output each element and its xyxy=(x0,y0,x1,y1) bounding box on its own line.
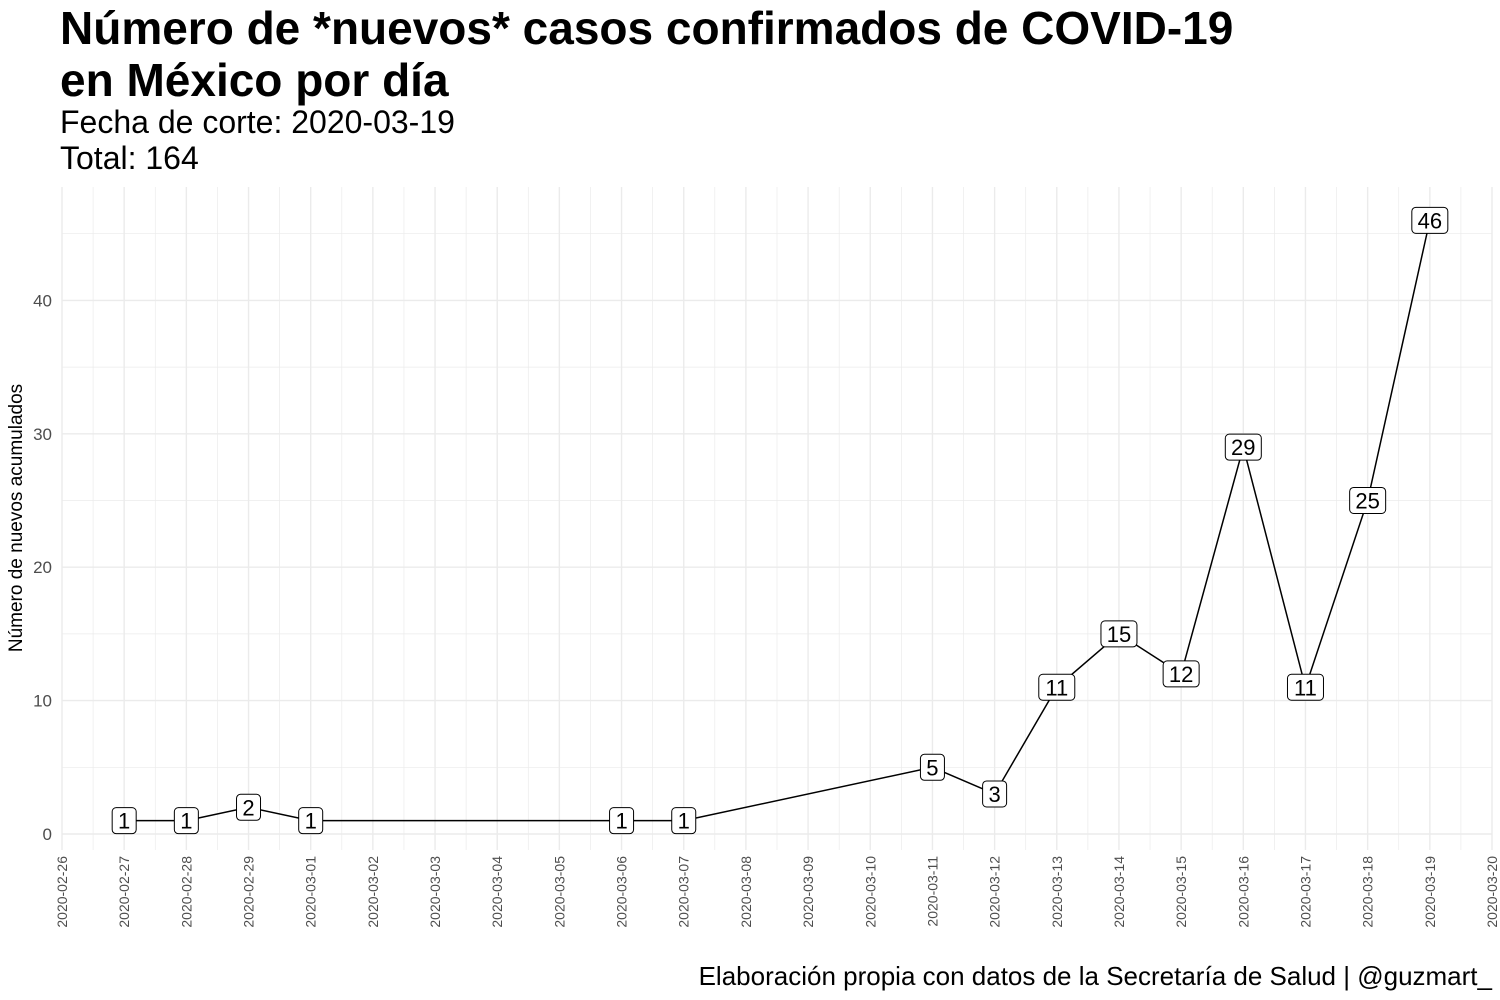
label-text: 29 xyxy=(1231,435,1255,460)
label-box xyxy=(671,807,697,835)
label-text: 46 xyxy=(1418,208,1442,233)
label-box xyxy=(1162,660,1200,688)
data-point-label: 2 xyxy=(236,793,262,821)
label-text: 1 xyxy=(678,809,690,834)
x-tick-label: 2020-03-01 xyxy=(303,856,319,928)
label-box xyxy=(609,807,635,835)
label-text: 1 xyxy=(180,809,192,834)
data-point-label: 1 xyxy=(609,807,635,835)
x-tick-label: 2020-03-07 xyxy=(676,856,692,928)
minor-gridlines xyxy=(62,187,1492,850)
data-point-label: 1 xyxy=(173,807,199,835)
chart-title: Número de *nuevos* casos confirmados de … xyxy=(60,2,1234,106)
x-tick-label: 2020-03-02 xyxy=(365,856,381,928)
x-tick-label: 2020-03-14 xyxy=(1111,856,1127,928)
data-point-label: 5 xyxy=(919,753,945,781)
label-text: 2 xyxy=(242,795,254,820)
label-text: 25 xyxy=(1355,488,1379,513)
label-box xyxy=(236,793,262,821)
data-point-label: 3 xyxy=(982,780,1008,808)
label-box xyxy=(173,807,199,835)
chart-caption: Elaboración propia con datos de la Secre… xyxy=(698,961,1492,991)
y-tick-label: 40 xyxy=(33,291,52,310)
label-text: 1 xyxy=(118,809,130,834)
label-text: 3 xyxy=(988,782,1000,807)
label-text: 15 xyxy=(1107,622,1131,647)
y-tick-label: 30 xyxy=(33,425,52,444)
x-tick-label: 2020-03-09 xyxy=(800,856,816,928)
x-tick-label: 2020-03-08 xyxy=(738,856,754,928)
label-text: 1 xyxy=(615,809,627,834)
x-axis-ticks: 2020-02-26 2020-02-27 2020-02-28 2020-02-29… xyxy=(54,856,1500,928)
x-tick-label: 2020-03-11 xyxy=(924,856,940,927)
x-tick-label: 2020-03-03 xyxy=(427,856,443,928)
label-text: 1 xyxy=(305,809,317,834)
x-tick-label: 2020-02-28 xyxy=(178,856,194,928)
x-tick-label: 2020-03-05 xyxy=(551,856,567,928)
x-tick-label: 2020-03-19 xyxy=(1422,856,1438,928)
x-tick-label: 2020-03-13 xyxy=(1049,856,1065,928)
label-text: 12 xyxy=(1169,662,1193,687)
data-point-label: 1 xyxy=(111,807,137,835)
x-tick-label: 2020-03-15 xyxy=(1173,856,1189,928)
data-point-label: 12 xyxy=(1162,660,1200,688)
x-tick-label: 2020-02-29 xyxy=(241,856,257,928)
label-text: 11 xyxy=(1294,675,1317,700)
y-tick-label: 0 xyxy=(43,825,52,844)
label-text: 11 xyxy=(1045,675,1068,700)
x-tick-label: 2020-03-17 xyxy=(1297,856,1313,928)
label-box xyxy=(1038,673,1076,701)
x-tick-label: 2020-03-06 xyxy=(614,856,630,928)
x-tick-label: 2020-02-27 xyxy=(116,856,132,928)
label-box xyxy=(298,807,324,835)
label-box xyxy=(1349,486,1387,514)
x-tick-label: 2020-03-20 xyxy=(1484,856,1500,928)
label-box xyxy=(1100,620,1138,648)
x-tick-label: 2020-03-04 xyxy=(489,856,505,928)
data-point-label: 15 xyxy=(1100,620,1138,648)
x-tick-label: 2020-03-10 xyxy=(862,856,878,928)
label-box xyxy=(111,807,137,835)
x-tick-label: 2020-03-12 xyxy=(987,856,1003,928)
major-gridlines xyxy=(61,187,1493,850)
label-box xyxy=(982,780,1008,808)
label-box xyxy=(1224,433,1262,461)
label-text: 5 xyxy=(926,755,938,780)
chart-subtitle: Fecha de corte: 2020-03-19 Total: 164 xyxy=(60,104,455,176)
data-point-label: 1 xyxy=(671,807,697,835)
x-tick-label: 2020-03-16 xyxy=(1235,856,1251,928)
label-box xyxy=(919,753,945,781)
y-tick-label: 10 xyxy=(33,692,52,711)
data-point-label: 1 xyxy=(298,807,324,835)
y-axis-ticks: 0 10 20 30 40 xyxy=(33,291,52,844)
y-axis-label: Número de nuevos acumulados xyxy=(6,384,27,652)
x-tick-label: 2020-03-18 xyxy=(1360,856,1376,928)
label-box xyxy=(1286,673,1324,701)
data-point-label: 46 xyxy=(1411,206,1449,234)
label-box xyxy=(1411,206,1449,234)
data-point-label: 25 xyxy=(1349,486,1387,514)
y-tick-label: 20 xyxy=(33,558,52,577)
data-point-label: 29 xyxy=(1224,433,1262,461)
data-point-label: 11 xyxy=(1038,673,1076,701)
x-tick-label: 2020-02-26 xyxy=(54,856,70,928)
data-point-label: 11 xyxy=(1286,673,1324,701)
